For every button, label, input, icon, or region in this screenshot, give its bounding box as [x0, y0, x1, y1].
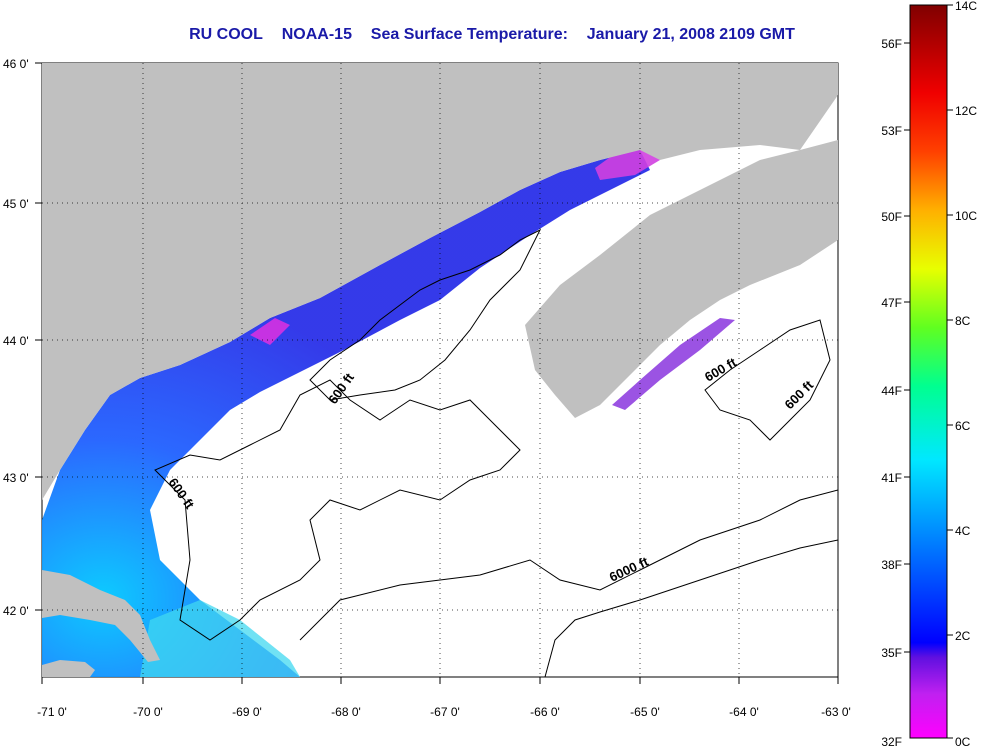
fahrenheit-label: 35F	[881, 646, 902, 660]
latitude-labels: 46 0' 45 0' 44 0' 43 0' 42 0'	[3, 57, 29, 618]
axis-ticks	[35, 62, 839, 684]
lon-tick: -66 0'	[530, 705, 560, 719]
colorbar-fahrenheit-labels: 56F 53F 50F 47F 44F 41F 38F 35F 32F	[881, 37, 902, 749]
celsius-label: 2C	[955, 629, 971, 643]
longitude-labels: -71 0' -70 0' -69 0' -68 0' -67 0' -66 0…	[37, 705, 851, 719]
sst-coastal-band	[42, 150, 650, 677]
fahrenheit-label: 41F	[881, 471, 902, 485]
lat-tick: 42 0'	[3, 604, 29, 618]
fahrenheit-label: 47F	[881, 296, 902, 310]
title-product: Sea Surface Temperature:	[370, 26, 568, 43]
lat-tick: 45 0'	[3, 197, 29, 211]
colorbar-ticks	[904, 4, 953, 739]
celsius-label: 12C	[955, 104, 977, 118]
lon-tick: -68 0'	[331, 705, 361, 719]
lon-tick: -67 0'	[430, 705, 460, 719]
map-title: RU COOL NOAA-15 Sea Surface Temperature:…	[0, 26, 984, 44]
fahrenheit-label: 38F	[881, 558, 902, 572]
lon-tick: -64 0'	[729, 705, 759, 719]
fahrenheit-label: 32F	[881, 735, 902, 749]
celsius-label: 0C	[955, 735, 971, 749]
lon-tick: -63 0'	[821, 705, 851, 719]
celsius-label: 14C	[955, 0, 977, 13]
celsius-label: 8C	[955, 314, 971, 328]
contour-600ft-basin	[309, 228, 542, 401]
lon-tick: -65 0'	[630, 705, 660, 719]
sst-purple-patch-novascotia	[612, 318, 735, 410]
contour-600ft-inner	[154, 379, 521, 641]
land-cape-cod	[42, 570, 160, 662]
sst-purple-patch-north	[595, 148, 660, 180]
contour-600ft-georges	[299, 489, 838, 641]
sst-magenta-patch-maine	[250, 318, 290, 345]
lat-tick: 43 0'	[3, 471, 29, 485]
title-date: January 21, 2008 2109 GMT	[586, 26, 795, 43]
lat-tick: 44 0'	[3, 334, 29, 348]
bathymetry-contours	[154, 228, 838, 677]
land-new-england-canada	[42, 63, 838, 500]
lon-tick: -69 0'	[232, 705, 262, 719]
colorbar-celsius-labels: 14C 12C 10C 8C 6C 4C 2C 0C	[955, 0, 977, 749]
title-org: RU COOL	[189, 26, 263, 43]
title-satellite: NOAA-15	[281, 26, 352, 43]
temperature-colorbar	[909, 4, 948, 739]
lon-tick: -70 0'	[133, 705, 163, 719]
celsius-label: 6C	[955, 419, 971, 433]
land-nova-scotia	[525, 140, 838, 418]
fahrenheit-label: 44F	[881, 384, 902, 398]
fahrenheit-label: 56F	[881, 37, 902, 51]
map-layers	[42, 63, 838, 677]
fahrenheit-label: 50F	[881, 210, 902, 224]
lat-tick: 46 0'	[3, 57, 29, 71]
land-long-island	[42, 660, 95, 677]
celsius-label: 4C	[955, 524, 971, 538]
contour-600ft-scotian	[704, 319, 831, 441]
fahrenheit-label: 53F	[881, 124, 902, 138]
contour-6000ft	[544, 539, 838, 677]
celsius-label: 10C	[955, 209, 977, 223]
lon-tick: -71 0'	[37, 705, 67, 719]
